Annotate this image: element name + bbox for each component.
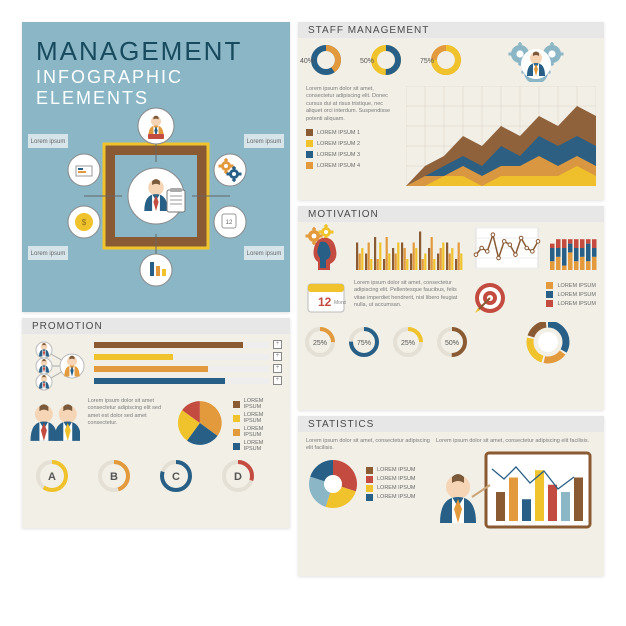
- hbar-row: +: [94, 376, 282, 385]
- legend-item: LOREM IPSUM: [546, 291, 596, 298]
- svg-text:B: B: [110, 471, 118, 483]
- svg-text:25%: 25%: [313, 340, 327, 347]
- statistics-panel: STATISTICS Lorem ipsum dolor sit amet, co…: [298, 416, 604, 576]
- legend-item: LOREM IPSUM: [546, 300, 596, 307]
- svg-text:Monday: Monday: [334, 300, 346, 306]
- legend-item: LOREM IPSUM: [546, 282, 596, 289]
- motivation-lorem: Lorem ipsum dolor sit amet, consectetur …: [354, 280, 464, 310]
- svg-text:D: D: [234, 471, 242, 483]
- legend-item: LOREM IPSUM: [366, 467, 416, 474]
- statistics-heading: STATISTICS: [298, 416, 604, 432]
- hbar-row: +: [94, 364, 282, 373]
- promotion-heading: PROMOTION: [22, 318, 290, 334]
- hbar-row: +: [94, 340, 282, 349]
- legend-item: LOREM IPSUM: [233, 426, 282, 438]
- legend-item: LOREM IPSUM: [366, 476, 416, 483]
- plus-icon: +: [273, 352, 282, 361]
- svg-text:C: C: [172, 471, 180, 483]
- motivation-panel: MOTIVATION LOREM IPSUM LOREM IPSUM LOREM I…: [298, 206, 604, 410]
- legend-item: LOREM IPSUM: [366, 494, 416, 501]
- staff-heading: STAFF MANAGEMENT: [298, 22, 604, 38]
- plus-icon: +: [273, 376, 282, 385]
- legend-item: LOREM IPSUM 4: [306, 162, 360, 169]
- motivation-heading: MOTIVATION: [298, 206, 604, 222]
- plus-icon: +: [273, 364, 282, 373]
- legend-item: LOREM IPSUM: [366, 485, 416, 492]
- legend-item: LOREM IPSUM 2: [306, 140, 360, 147]
- legend-item: LOREM IPSUM: [233, 398, 282, 410]
- promotion-panel: PROMOTION ++++ Lorem ipsum dolo: [22, 318, 290, 528]
- svg-text:25%: 25%: [401, 340, 415, 347]
- promotion-lorem: Lorem ipsum dolor sit amet consectetur a…: [88, 398, 167, 428]
- svg-text:Lorem ipsum: Lorem ipsum: [31, 251, 66, 257]
- hero-panel: MANAGEMENTINFOGRAPHICELEMENTS 12 $ Lorem…: [22, 22, 290, 312]
- svg-text:50%: 50%: [445, 340, 459, 347]
- svg-text:75%: 75%: [357, 340, 371, 347]
- svg-text:$: $: [82, 218, 87, 227]
- stat-lorem-r: Lorem ipsum dolor sit amet, consectetur …: [436, 438, 596, 445]
- svg-text:50%: 50%: [360, 58, 374, 65]
- svg-text:Lorem ipsum: Lorem ipsum: [247, 139, 282, 145]
- staff-panel: STAFF MANAGEMENT 40% 50% 75% Lorem ipsum…: [298, 22, 604, 200]
- legend-item: LOREM IPSUM 3: [306, 151, 360, 158]
- legend-item: LOREM IPSUM: [233, 412, 282, 424]
- stat-lorem-l: Lorem ipsum dolor sit amet, consectetur …: [306, 438, 430, 453]
- plus-icon: +: [273, 340, 282, 349]
- svg-text:75%: 75%: [420, 58, 434, 65]
- legend-item: LOREM IPSUM 1: [306, 129, 360, 136]
- svg-text:Lorem ipsum: Lorem ipsum: [31, 139, 66, 145]
- svg-text:Lorem ipsum: Lorem ipsum: [247, 251, 282, 257]
- svg-text:12: 12: [318, 295, 332, 309]
- svg-text:A: A: [48, 471, 56, 483]
- svg-text:40%: 40%: [300, 58, 314, 65]
- hbar-row: +: [94, 352, 282, 361]
- legend-item: LOREM IPSUM: [233, 440, 282, 452]
- staff-lorem: Lorem ipsum dolor sit amet, consectetur …: [306, 86, 400, 123]
- svg-text:12: 12: [226, 220, 233, 226]
